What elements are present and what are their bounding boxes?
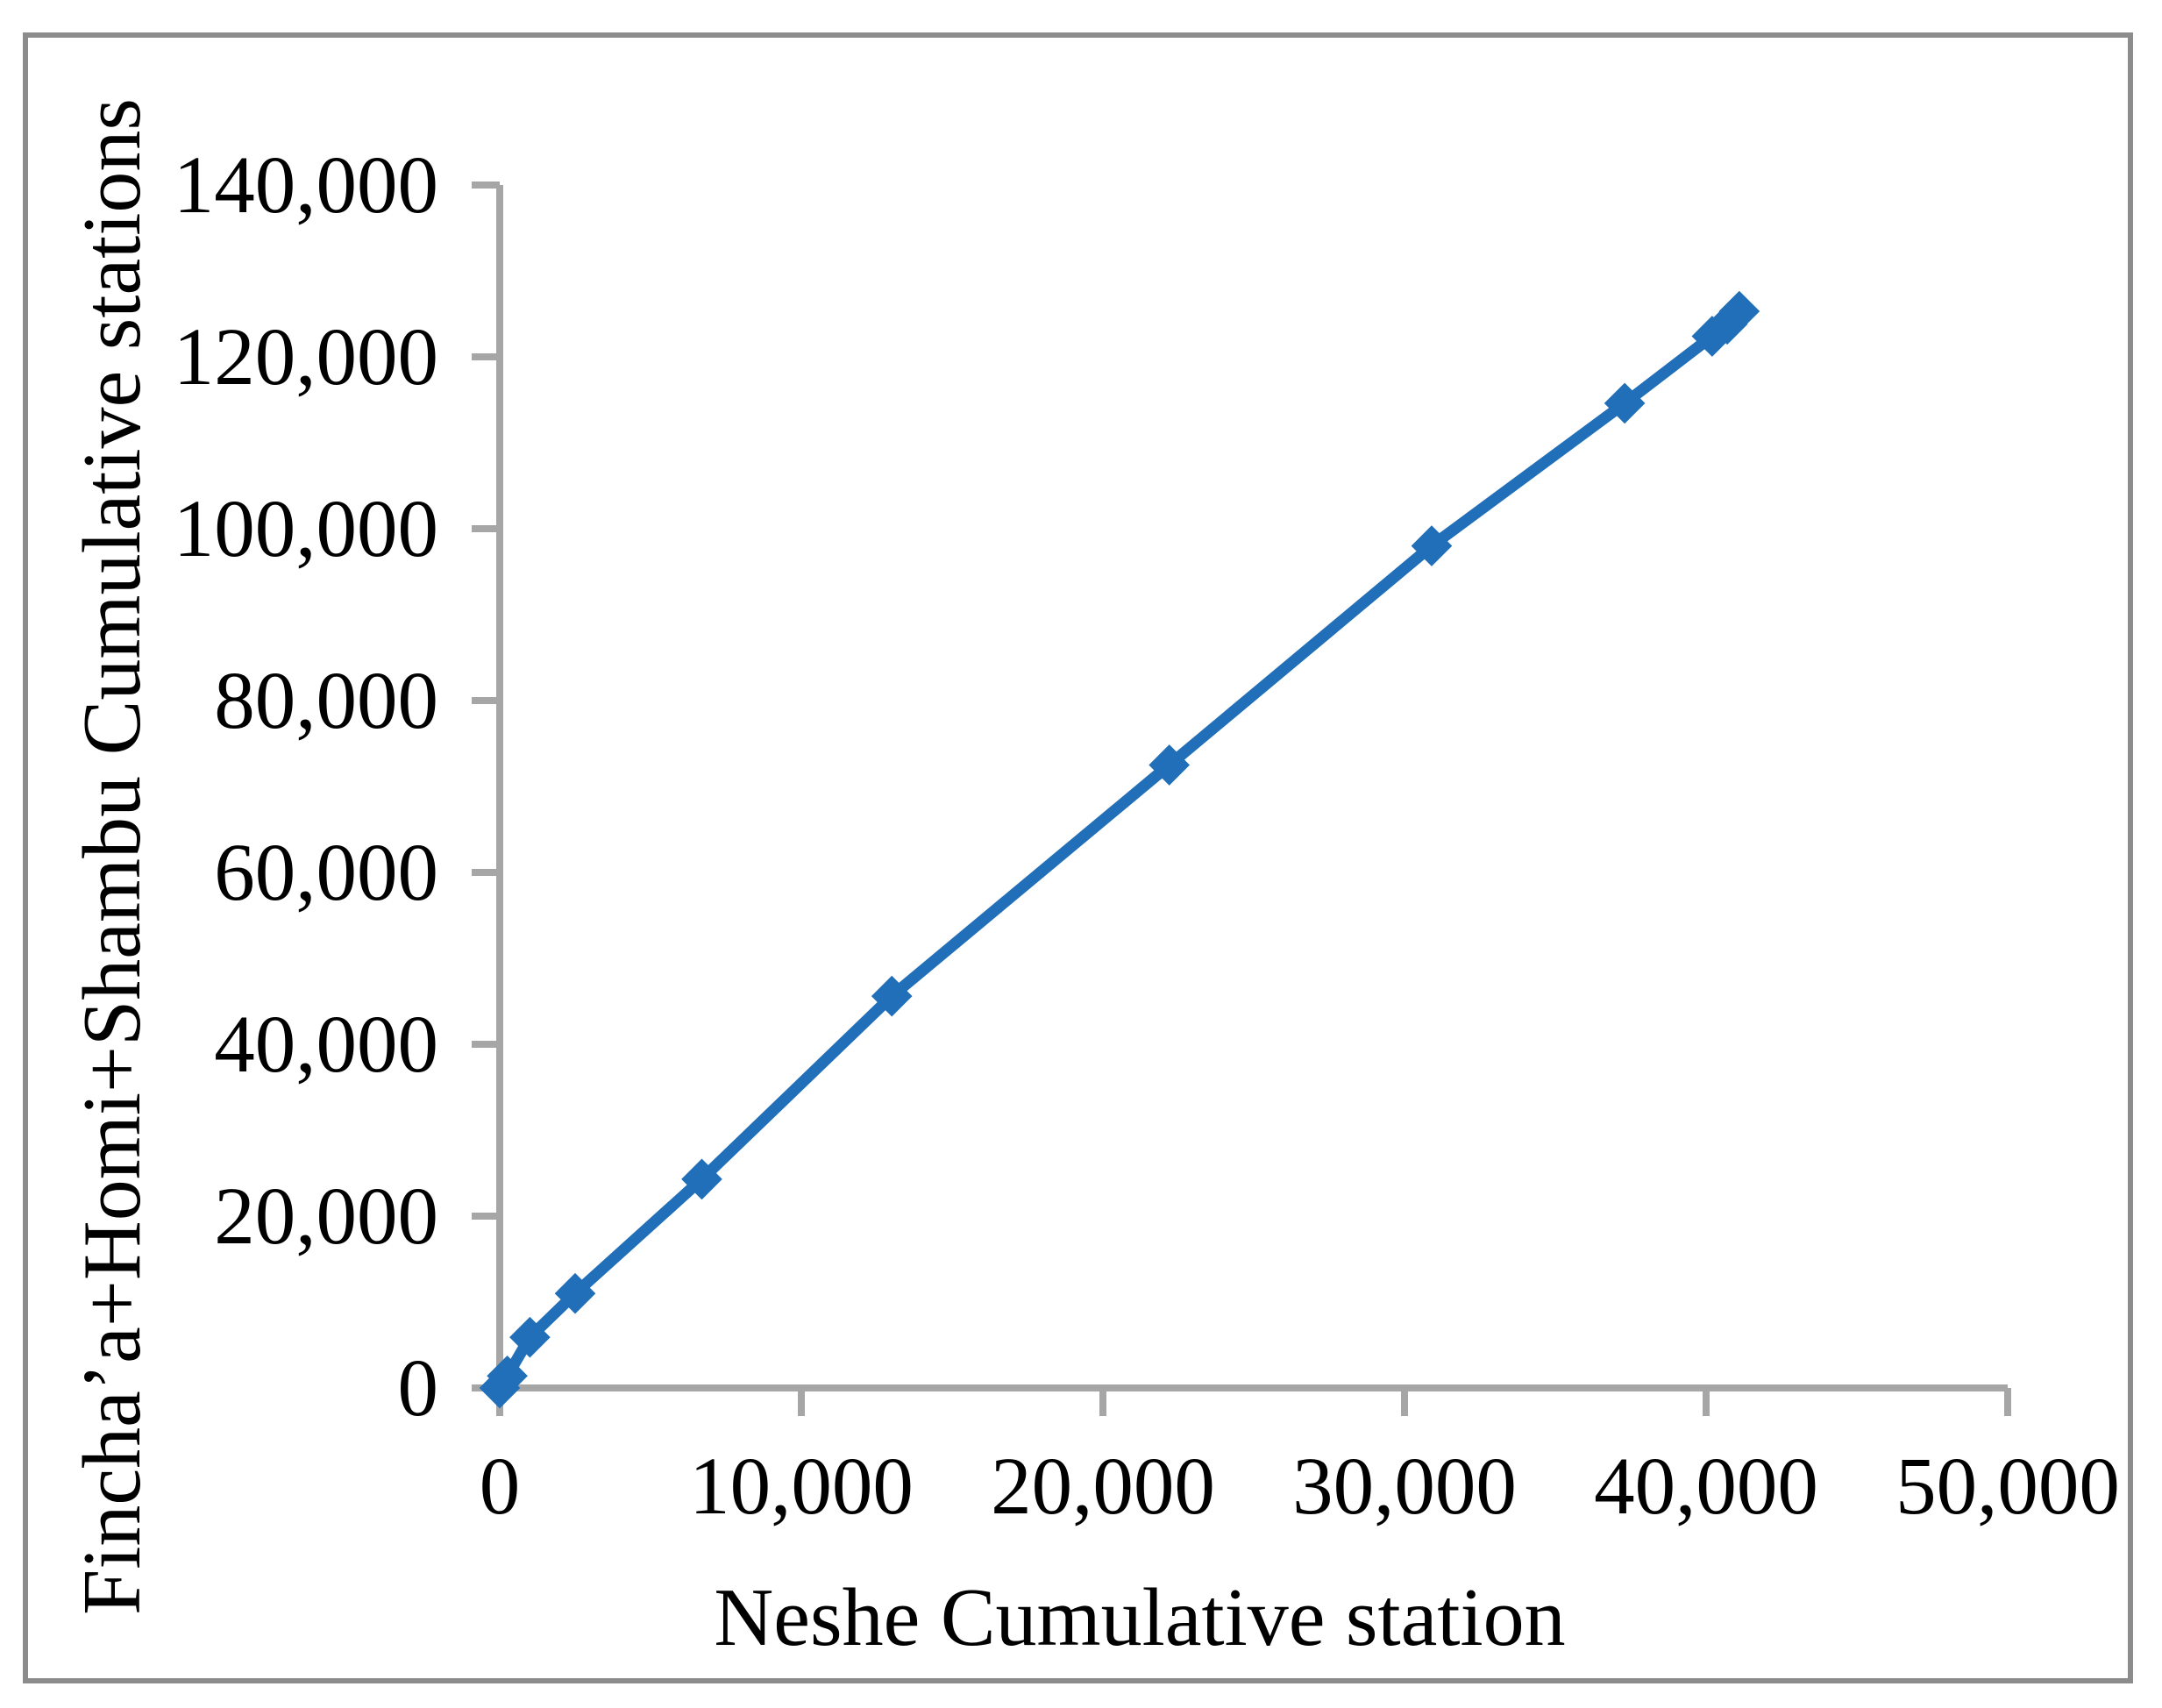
data-point-marker — [1411, 525, 1453, 566]
y-tick-label: 0 — [398, 1343, 439, 1434]
data-point-marker — [1718, 290, 1760, 332]
x-tick-label: 40,000 — [1594, 1441, 1818, 1532]
y-tick-label: 140,000 — [174, 140, 438, 231]
y-tick-label: 100,000 — [174, 484, 438, 574]
data-point-marker — [1149, 744, 1191, 786]
data-point-marker — [487, 1355, 528, 1397]
y-tick-label: 120,000 — [174, 312, 438, 402]
data-point-marker — [681, 1158, 722, 1200]
y-tick-label: 40,000 — [214, 1000, 438, 1090]
y-tick-label: 80,000 — [214, 656, 438, 746]
x-tick-label: 10,000 — [689, 1441, 914, 1532]
y-tick-label: 60,000 — [214, 828, 438, 918]
y-axis-title: Fincha’a+Homi+Shambu Cumulative stations — [67, 98, 158, 1615]
data-line — [494, 305, 1746, 1394]
data-point-marker — [1604, 382, 1646, 424]
data-point-marker — [509, 1316, 551, 1358]
y-tick-label: 20,000 — [214, 1171, 438, 1262]
data-point-marker — [554, 1272, 596, 1314]
x-tick-label: 0 — [480, 1441, 521, 1532]
data-point-marker — [871, 975, 913, 1017]
x-tick-label: 20,000 — [991, 1441, 1215, 1532]
figure-border — [23, 32, 2133, 1683]
x-tick-label: 50,000 — [1895, 1441, 2120, 1532]
x-tick-label: 30,000 — [1292, 1441, 1517, 1532]
x-axis-title: Neshe Cumulative station — [714, 1572, 1566, 1663]
